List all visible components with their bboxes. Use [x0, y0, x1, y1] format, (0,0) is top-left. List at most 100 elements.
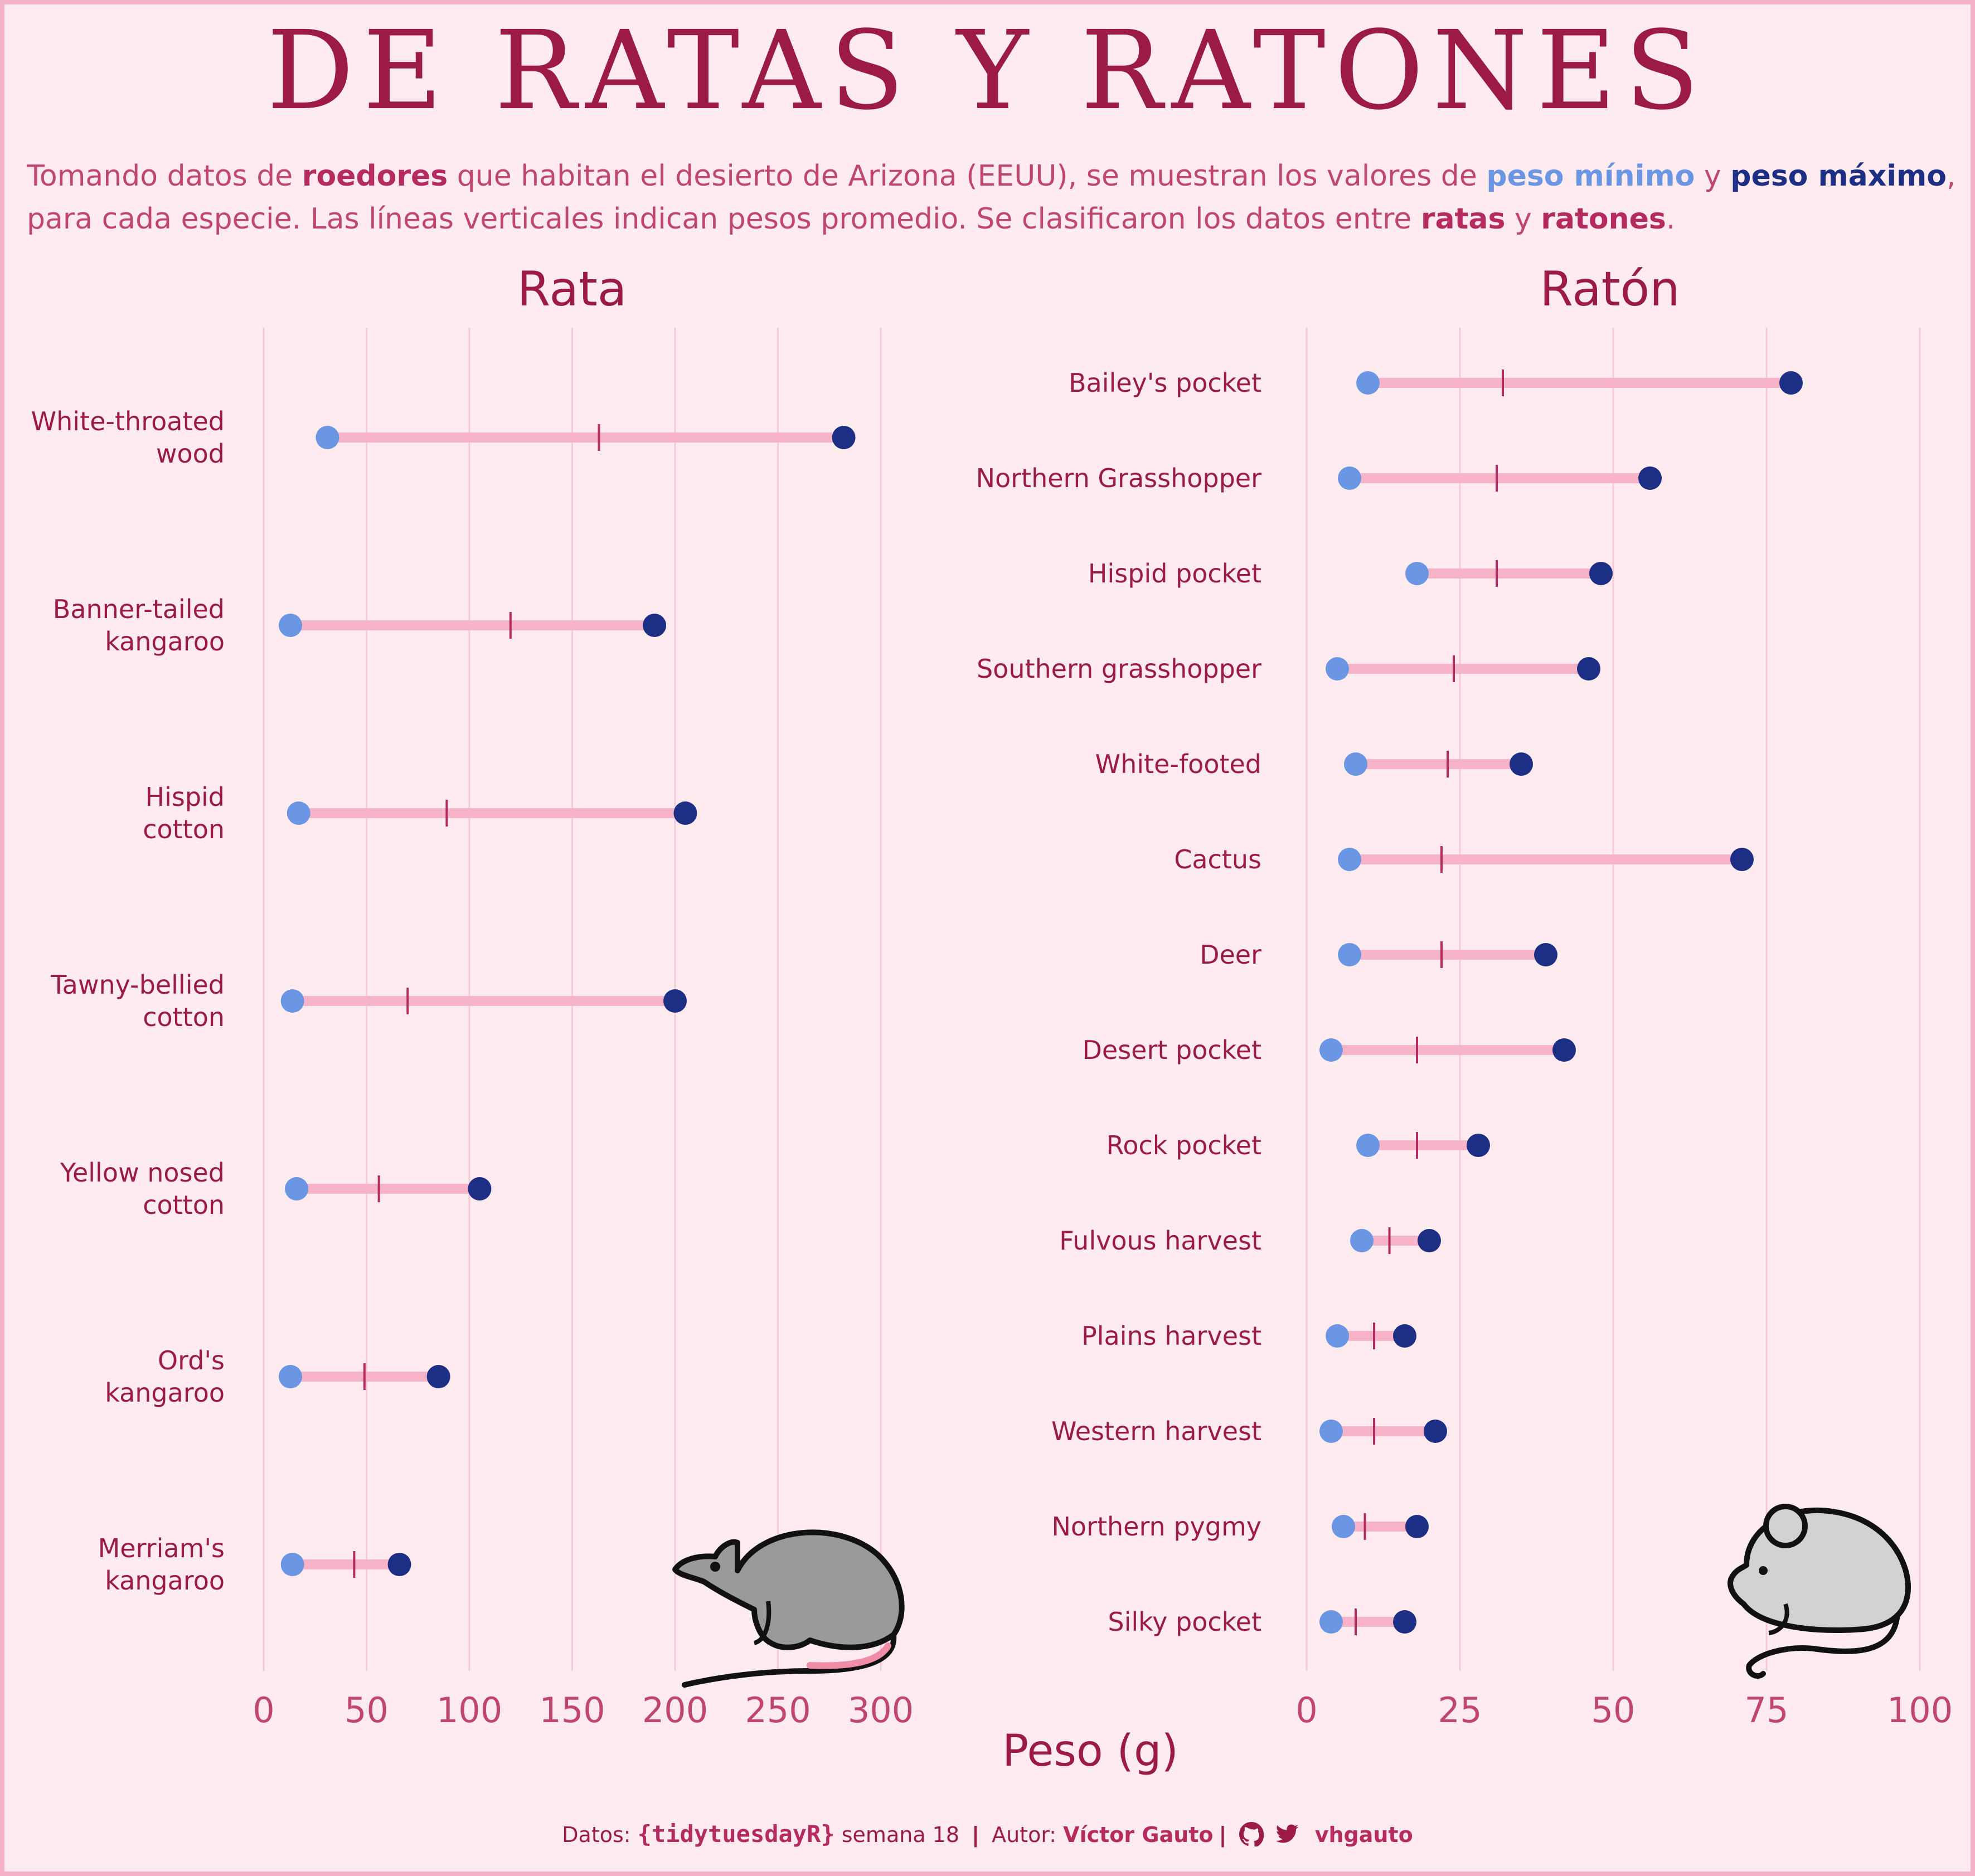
- max-point: [1405, 1515, 1429, 1538]
- category-label-line: Bailey's pocket: [1069, 368, 1261, 398]
- x-tick-label: 50: [344, 1690, 389, 1731]
- footer-author: Víctor Gauto: [1063, 1822, 1214, 1847]
- x-tick-label: 0: [1295, 1690, 1317, 1731]
- panel-rata: Rata 0 50 100 150 200 250 300 White-throated wood…: [31, 261, 914, 1731]
- x-tick-label: 75: [1745, 1690, 1789, 1731]
- subtitle-rodents: roedores: [302, 159, 448, 193]
- min-point: [1356, 1134, 1380, 1157]
- category-label: Cactus: [1174, 844, 1261, 874]
- subtitle-max: peso máximo: [1730, 159, 1947, 193]
- max-point: [1534, 943, 1557, 966]
- category-label: Plains harvest: [1081, 1321, 1261, 1351]
- max-point: [468, 1177, 492, 1201]
- min-point: [278, 614, 302, 637]
- subtitle-text: que habitan el desierto de Arizona (EEUU…: [448, 159, 1487, 193]
- category-label: Tawny-bellied cotton: [50, 970, 225, 1032]
- mouse-icon: [1727, 1504, 1911, 1679]
- subtitle-min: peso mínimo: [1486, 159, 1695, 193]
- x-tick-label: 250: [745, 1690, 811, 1731]
- footer-separator: |: [1219, 1822, 1227, 1847]
- max-point: [1577, 657, 1600, 681]
- category-label: Desert pocket: [1082, 1035, 1261, 1065]
- x-axis-label: Peso (g): [1002, 1726, 1178, 1776]
- category-label: Southern grasshopper: [977, 654, 1261, 684]
- footer-week: semana 18: [834, 1822, 967, 1847]
- subtitle-text: , para cada especie. Las líneas vertical…: [27, 159, 1956, 236]
- min-point: [1344, 752, 1367, 776]
- category-label: Bailey's pocket: [1069, 368, 1261, 398]
- panel-raton: Ratón 0 25 50 75 100 Bailey's pocket Northern G…: [976, 261, 1953, 1731]
- category-label-line: Yellow nosed: [60, 1158, 225, 1188]
- category-label-line: kangaroo: [105, 1378, 225, 1408]
- category-label: Western harvest: [1051, 1416, 1261, 1446]
- min-point: [1338, 943, 1361, 966]
- category-label: Hispid cotton: [143, 782, 225, 844]
- category-label: Yellow nosed cotton: [60, 1158, 225, 1220]
- category-label-line: Merriam's: [98, 1533, 225, 1563]
- min-point: [1319, 1610, 1343, 1634]
- min-point: [1326, 657, 1349, 681]
- rat-icon: [672, 1529, 905, 1688]
- subtitle-text: y: [1505, 202, 1541, 236]
- footer-author-label: Autor:: [985, 1822, 1064, 1847]
- category-label: Silky pocket: [1108, 1607, 1261, 1637]
- max-point: [673, 801, 697, 825]
- category-label: Hispid pocket: [1088, 558, 1261, 589]
- max-point: [663, 989, 687, 1013]
- category-label-line: cotton: [143, 1002, 225, 1032]
- category-label: Fulvous harvest: [1059, 1226, 1261, 1256]
- category-label-line: Cactus: [1174, 844, 1261, 874]
- max-point: [1779, 371, 1803, 395]
- min-point: [1356, 371, 1380, 395]
- min-point: [316, 426, 339, 449]
- max-point: [426, 1365, 450, 1388]
- min-point: [1338, 466, 1361, 490]
- page-title: DE RATAS Y RATONES: [266, 7, 1709, 134]
- category-label: White-footed: [1095, 749, 1261, 779]
- twitter-icon[interactable]: [1274, 1822, 1301, 1846]
- x-tick-label: 100: [436, 1690, 502, 1731]
- footer-datos-label: Datos:: [562, 1822, 638, 1847]
- category-label-line: cotton: [143, 1190, 225, 1220]
- max-point: [643, 614, 667, 637]
- category-label-line: Tawny-bellied: [50, 970, 225, 1000]
- footer: Datos: {tidytuesdayR} semana 18 | Autor:…: [4, 1820, 1971, 1848]
- category-label-line: Ord's: [158, 1345, 225, 1376]
- footer-source: {tidytuesdayR}: [637, 1820, 835, 1848]
- max-point: [387, 1553, 411, 1576]
- max-point: [1393, 1610, 1416, 1634]
- category-label: Northern pygmy: [1052, 1512, 1262, 1542]
- max-point: [832, 426, 856, 449]
- subtitle-text: .: [1666, 202, 1676, 236]
- max-point: [1638, 466, 1662, 490]
- category-label-line: Deer: [1200, 940, 1261, 970]
- min-point: [1338, 848, 1361, 871]
- category-label-line: Plains harvest: [1081, 1321, 1261, 1351]
- min-point: [280, 1553, 304, 1576]
- category-label-line: Northern Grasshopper: [976, 463, 1262, 493]
- x-tick-label: 0: [253, 1690, 274, 1731]
- category-label-line: kangaroo: [105, 1566, 225, 1596]
- category-label-line: cotton: [143, 814, 225, 844]
- min-point: [280, 989, 304, 1013]
- subtitle-text: y: [1695, 159, 1731, 193]
- x-tick-label: 100: [1887, 1690, 1953, 1731]
- x-tick-label: 300: [848, 1690, 914, 1731]
- x-tick-label: 25: [1438, 1690, 1482, 1731]
- category-label-line: Hispid pocket: [1088, 558, 1261, 589]
- max-point: [1552, 1038, 1576, 1062]
- x-tick-label: 50: [1591, 1690, 1636, 1731]
- panel-title: Rata: [517, 261, 627, 317]
- category-label-line: kangaroo: [105, 626, 225, 657]
- footer-separator: |: [972, 1822, 980, 1847]
- max-point: [1467, 1134, 1490, 1157]
- max-point: [1393, 1324, 1416, 1348]
- github-icon[interactable]: [1239, 1822, 1264, 1848]
- category-label-line: White-footed: [1095, 749, 1261, 779]
- category-label-line: White-throated: [31, 406, 225, 436]
- min-point: [1319, 1420, 1343, 1443]
- category-label: Ord's kangaroo: [105, 1345, 225, 1408]
- category-label: Deer: [1200, 940, 1261, 970]
- subtitle-rats: ratas: [1420, 202, 1506, 236]
